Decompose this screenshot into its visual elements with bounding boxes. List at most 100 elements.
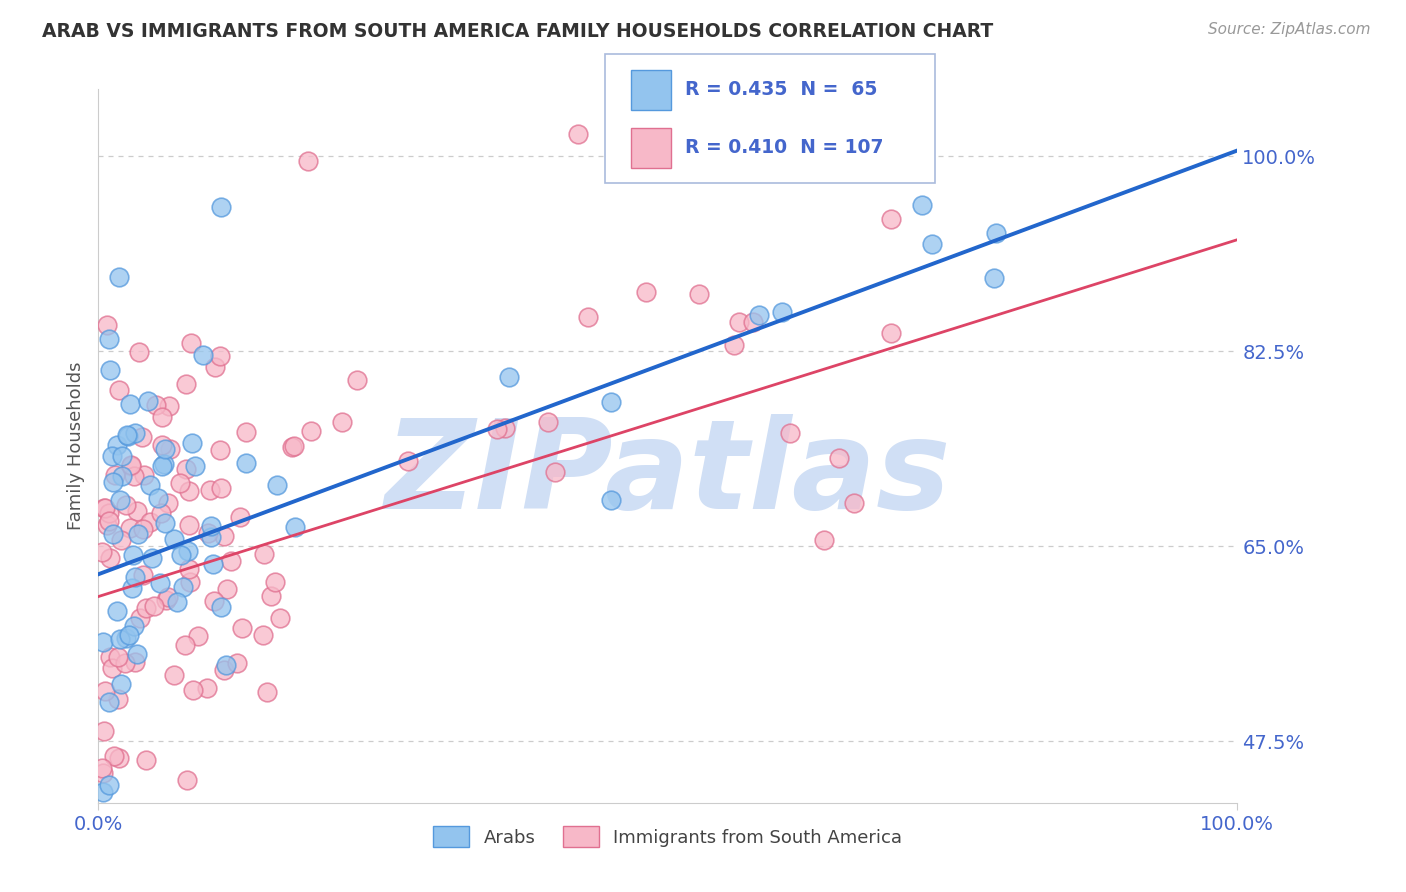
Point (149, 506, 172, 520)
Point (225, 657, 247, 671)
Point (208, 349, 231, 363)
Point (174, 462, 197, 476)
Point (266, 477, 288, 491)
Point (98, 332, 121, 346)
Point (214, 664, 236, 678)
Point (779, 425, 801, 440)
Point (120, 459, 142, 474)
Point (229, 510, 252, 524)
Point (215, 657, 238, 672)
Point (98, 363, 121, 377)
Point (145, 398, 167, 412)
Point (180, 335, 202, 350)
Point (146, 491, 169, 506)
Point (91, 635, 114, 649)
Point (170, 548, 193, 562)
Point (98, 649, 121, 664)
Point (166, 595, 188, 609)
Point (576, 310, 599, 325)
Point (111, 450, 134, 464)
Point (253, 547, 276, 561)
Point (880, 326, 903, 341)
Point (98, 695, 121, 709)
Point (264, 575, 287, 590)
Point (121, 581, 143, 595)
Point (260, 590, 283, 604)
Point (135, 753, 157, 767)
Point (96, 518, 118, 533)
Point (179, 484, 201, 499)
Text: ARAB VS IMMIGRANTS FROM SOUTH AMERICA FAMILY HOUSEHOLDS CORRELATION CHART: ARAB VS IMMIGRANTS FROM SOUTH AMERICA FA… (42, 22, 994, 41)
Point (200, 519, 222, 533)
Point (101, 527, 124, 541)
Point (117, 429, 139, 443)
Point (94, 500, 117, 515)
Point (827, 450, 849, 465)
Point (149, 575, 172, 590)
Point (176, 773, 198, 788)
Point (235, 425, 257, 439)
Point (494, 421, 516, 435)
Point (153, 516, 176, 530)
Point (880, 212, 903, 227)
Point (283, 439, 305, 453)
Point (105, 604, 128, 618)
Point (157, 496, 180, 510)
Point (108, 493, 131, 508)
Point (159, 442, 181, 456)
Point (107, 650, 129, 665)
Point (813, 533, 835, 547)
Point (177, 544, 200, 558)
Point (498, 370, 520, 384)
Point (128, 345, 150, 359)
Text: Source: ZipAtlas.com: Source: ZipAtlas.com (1208, 22, 1371, 37)
Point (217, 582, 239, 596)
Point (396, 454, 419, 468)
Point (143, 599, 166, 614)
Point (202, 594, 225, 608)
Point (104, 468, 127, 483)
Point (748, 308, 770, 322)
Point (187, 630, 209, 644)
Point (115, 428, 138, 442)
Point (200, 483, 222, 498)
Point (299, 424, 322, 438)
Point (688, 286, 710, 301)
Point (127, 526, 149, 541)
Point (212, 529, 235, 543)
Point (911, 198, 934, 212)
Point (200, 530, 222, 544)
Point (129, 610, 152, 624)
Point (486, 422, 509, 436)
Point (139, 516, 162, 530)
Text: R = 0.410  N = 107: R = 0.410 N = 107 (685, 138, 883, 157)
Point (91, 761, 114, 775)
Point (110, 677, 132, 691)
Point (122, 619, 145, 633)
Point (97, 778, 120, 792)
Point (96, 318, 118, 332)
Point (101, 661, 124, 675)
Point (197, 525, 219, 540)
Point (176, 376, 198, 391)
Point (153, 442, 176, 456)
Point (179, 562, 201, 576)
Point (150, 458, 173, 473)
Point (179, 574, 201, 589)
Point (90, 545, 112, 559)
Point (184, 458, 207, 473)
Point (124, 426, 146, 441)
Point (108, 270, 131, 285)
Point (921, 236, 943, 251)
Point (124, 570, 146, 584)
Point (252, 628, 274, 642)
Point (156, 590, 179, 604)
Point (537, 415, 560, 429)
Point (696, 137, 718, 152)
Y-axis label: Family Households: Family Households (66, 362, 84, 530)
Point (174, 638, 197, 652)
Point (201, 557, 224, 571)
Point (120, 458, 142, 472)
Point (114, 656, 136, 670)
Point (111, 468, 134, 483)
